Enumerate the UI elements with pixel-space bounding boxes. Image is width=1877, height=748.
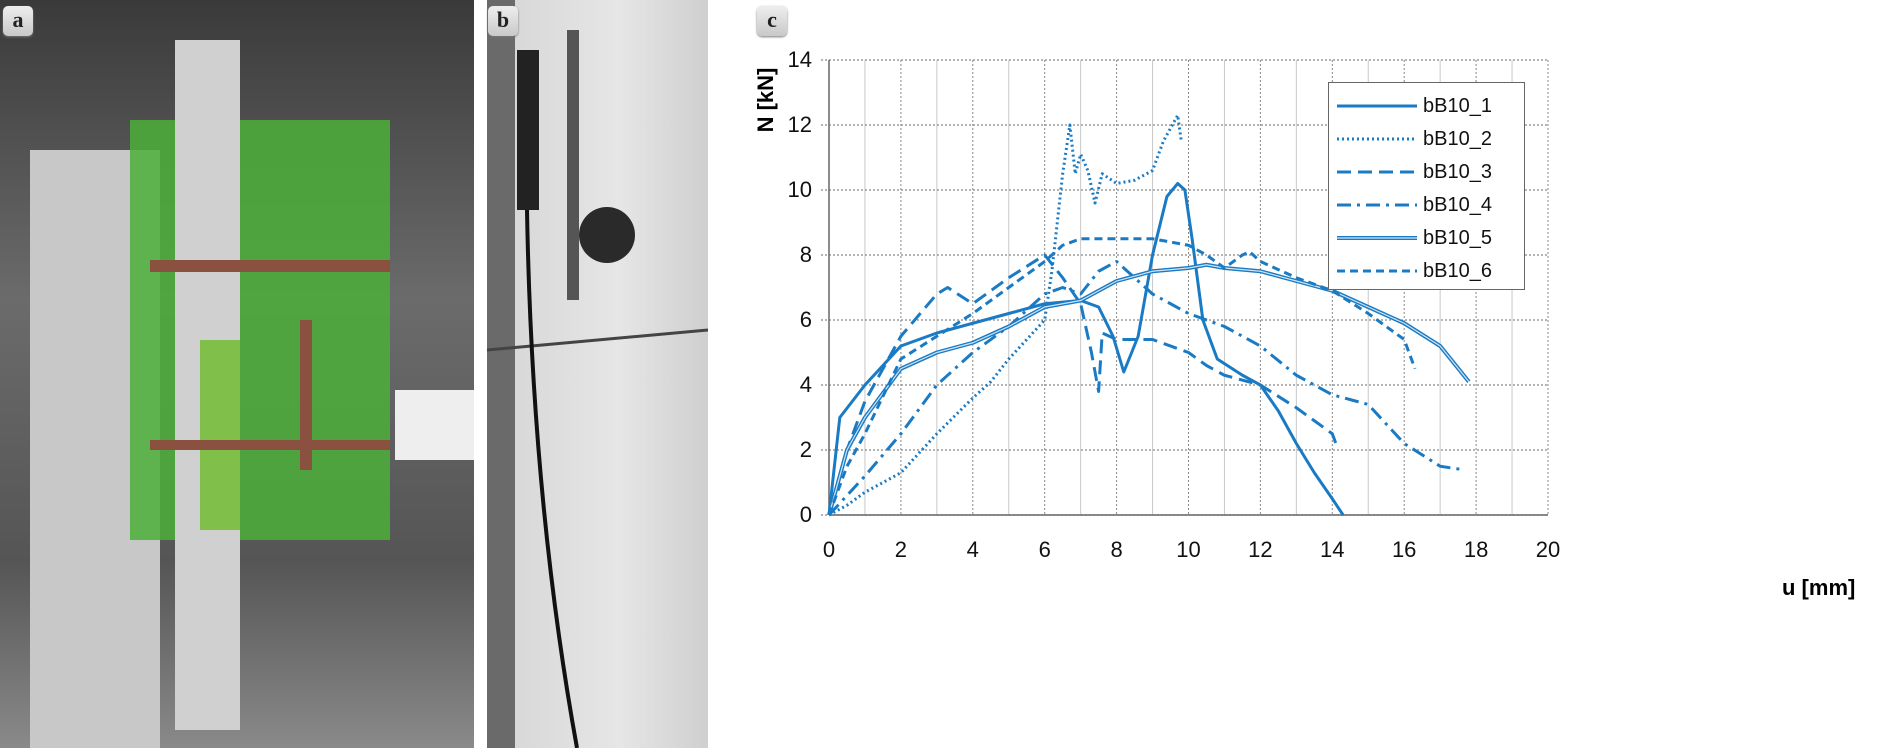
y-tick-label: 8 — [799, 242, 812, 267]
legend-label: bB10_5 — [1423, 226, 1492, 249]
panel-label-b: b — [488, 6, 518, 36]
legend-swatch — [1337, 170, 1417, 174]
legend-label: bB10_3 — [1423, 160, 1492, 183]
legend-item: bB10_5 — [1337, 227, 1492, 249]
x-tick-label: 16 — [1391, 537, 1417, 562]
legend-swatch — [1337, 104, 1417, 108]
photo-displacement-sensor — [487, 0, 708, 748]
series-bB10_2 — [828, 113, 1183, 517]
panel-label-c: c — [757, 6, 787, 36]
series-bB10_4 — [827, 260, 1462, 517]
legend-item: bB10_6 — [1337, 260, 1492, 282]
series-bB10_6 — [827, 237, 1417, 516]
legend: bB10_1 bB10_2 bB10_3 bB10_4 bB10_5 bB10_6 — [1328, 82, 1525, 290]
y-tick-label: 10 — [787, 177, 812, 202]
x-tick-label: 2 — [894, 537, 908, 562]
y-tick-label: 12 — [787, 112, 812, 137]
y-tick-label: 4 — [799, 372, 812, 397]
x-tick-label: 14 — [1320, 537, 1345, 562]
legend-swatch — [1337, 236, 1417, 240]
series-lines — [827, 113, 1471, 517]
photo-test-specimen — [0, 0, 474, 748]
x-tick-label: 6 — [1038, 537, 1051, 562]
x-tick-label: 20 — [1535, 537, 1561, 562]
legend-item: bB10_3 — [1337, 161, 1492, 183]
legend-swatch — [1337, 269, 1417, 273]
x-tick-label: 8 — [1110, 537, 1123, 562]
series-bB10_5 — [827, 262, 1471, 516]
y-tick-label: 2 — [799, 437, 812, 462]
y-tick-label: 6 — [799, 307, 812, 332]
legend-item: bB10_2 — [1337, 128, 1492, 150]
x-tick-label: 4 — [966, 537, 979, 562]
x-tick-label: 0 — [822, 537, 836, 562]
panel-label-a: a — [3, 6, 33, 36]
legend-label: bB10_4 — [1423, 193, 1492, 216]
series-bB10_5-inner — [828, 264, 1470, 516]
legend-swatch — [1337, 203, 1417, 207]
x-tick-label: 10 — [1176, 537, 1201, 562]
series-bB10_3 — [827, 253, 1338, 516]
x-axis-label: u [mm] — [1782, 575, 1856, 600]
legend-label: bB10_6 — [1423, 259, 1492, 282]
legend-label: bB10_1 — [1423, 94, 1492, 117]
x-tick-label: 18 — [1463, 537, 1489, 562]
legend-label: bB10_2 — [1423, 127, 1492, 150]
y-tick-label: 0 — [799, 502, 812, 527]
y-tick-label: 14 — [787, 47, 812, 72]
y-axis-label: N [kN] — [753, 67, 778, 133]
legend-swatch — [1337, 137, 1417, 141]
sensor-illustration — [487, 0, 708, 748]
legend-item: bB10_1 — [1337, 95, 1492, 117]
specimen-illustration — [30, 40, 474, 748]
legend-item: bB10_4 — [1337, 194, 1492, 216]
x-tick-label: 12 — [1248, 537, 1273, 562]
